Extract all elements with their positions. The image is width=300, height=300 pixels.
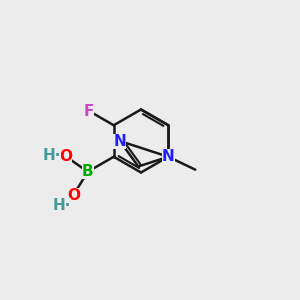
Text: H·: H· bbox=[43, 148, 61, 163]
Text: F: F bbox=[84, 103, 94, 118]
Text: O: O bbox=[59, 148, 72, 164]
Text: N: N bbox=[162, 149, 175, 164]
Text: N: N bbox=[113, 134, 126, 148]
Text: B: B bbox=[82, 164, 94, 179]
Text: O: O bbox=[67, 188, 80, 202]
Text: H·: H· bbox=[53, 198, 71, 213]
